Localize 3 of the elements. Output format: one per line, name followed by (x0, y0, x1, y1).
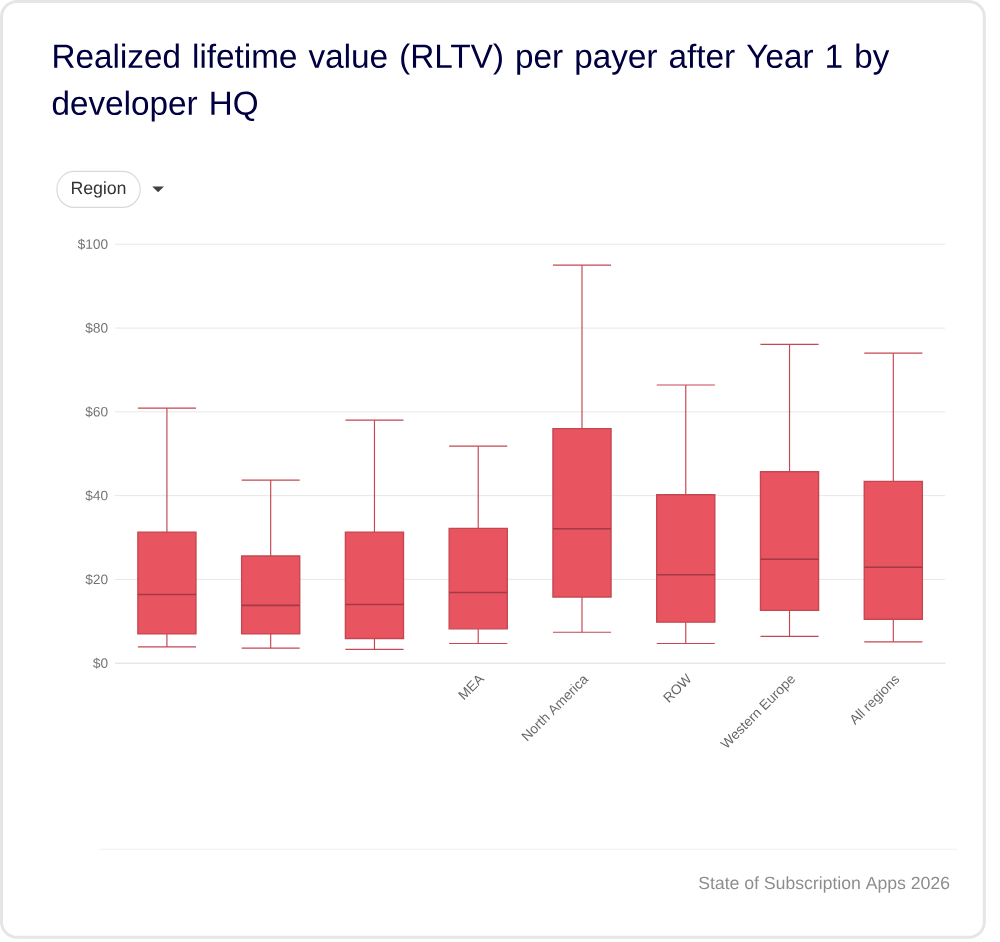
text: State of Subscription Apps 2026 (699, 876, 950, 894)
text: Region (72, 181, 126, 198)
chart-title: Realized lifetime value (RLTV) per payer after Year 1 by developer HQ (52, 44, 890, 122)
